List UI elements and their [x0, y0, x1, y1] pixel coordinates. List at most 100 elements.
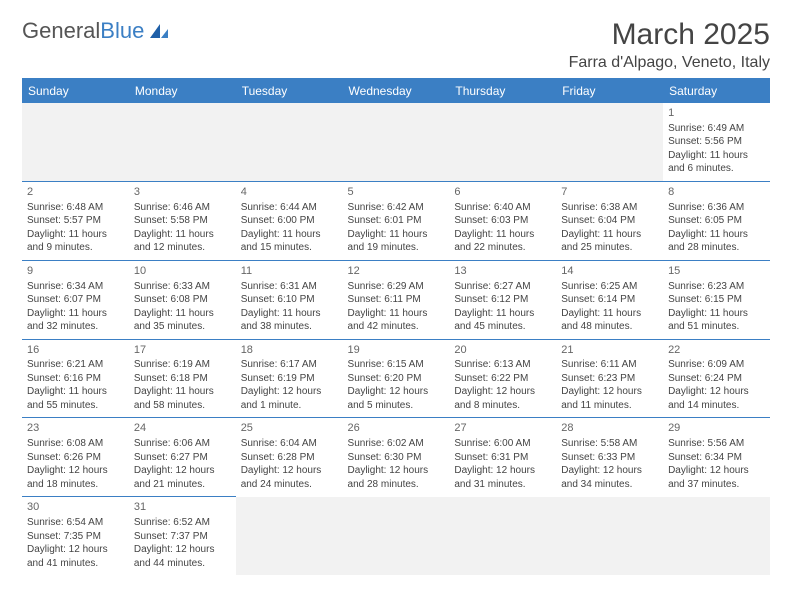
- calendar-day: 5Sunrise: 6:42 AMSunset: 6:01 PMDaylight…: [343, 181, 450, 260]
- day-number: 25: [241, 421, 338, 436]
- day-header: Wednesday: [343, 79, 450, 103]
- daylight-text: Daylight: 12 hours and 37 minutes.: [668, 464, 765, 491]
- sunset-text: Sunset: 5:58 PM: [134, 214, 231, 228]
- sunrise-text: Sunrise: 6:09 AM: [668, 358, 765, 372]
- daylight-text: Daylight: 11 hours and 28 minutes.: [668, 228, 765, 255]
- sunset-text: Sunset: 7:35 PM: [27, 530, 124, 544]
- calendar-day: 11Sunrise: 6:31 AMSunset: 6:10 PMDayligh…: [236, 260, 343, 339]
- day-header: Monday: [129, 79, 236, 103]
- calendar-day-empty: [556, 103, 663, 181]
- sunrise-text: Sunrise: 5:56 AM: [668, 437, 765, 451]
- daylight-text: Daylight: 12 hours and 28 minutes.: [348, 464, 445, 491]
- day-number: 9: [27, 264, 124, 279]
- calendar-day: 6Sunrise: 6:40 AMSunset: 6:03 PMDaylight…: [449, 181, 556, 260]
- day-number: 29: [668, 421, 765, 436]
- day-header: Saturday: [663, 79, 770, 103]
- sunset-text: Sunset: 6:05 PM: [668, 214, 765, 228]
- sunrise-text: Sunrise: 6:44 AM: [241, 201, 338, 215]
- sunrise-text: Sunrise: 6:23 AM: [668, 280, 765, 294]
- sunrise-text: Sunrise: 6:27 AM: [454, 280, 551, 294]
- daylight-text: Daylight: 12 hours and 24 minutes.: [241, 464, 338, 491]
- calendar-day: 13Sunrise: 6:27 AMSunset: 6:12 PMDayligh…: [449, 260, 556, 339]
- sunset-text: Sunset: 6:01 PM: [348, 214, 445, 228]
- daylight-text: Daylight: 12 hours and 5 minutes.: [348, 385, 445, 412]
- calendar-day: 22Sunrise: 6:09 AMSunset: 6:24 PMDayligh…: [663, 339, 770, 418]
- day-number: 31: [134, 500, 231, 515]
- sunrise-text: Sunrise: 6:02 AM: [348, 437, 445, 451]
- day-number: 8: [668, 185, 765, 200]
- sunset-text: Sunset: 6:07 PM: [27, 293, 124, 307]
- sunrise-text: Sunrise: 6:17 AM: [241, 358, 338, 372]
- sunrise-text: Sunrise: 6:48 AM: [27, 201, 124, 215]
- sunrise-text: Sunrise: 6:11 AM: [561, 358, 658, 372]
- daylight-text: Daylight: 12 hours and 44 minutes.: [134, 543, 231, 570]
- sunset-text: Sunset: 6:28 PM: [241, 451, 338, 465]
- calendar-day: 23Sunrise: 6:08 AMSunset: 6:26 PMDayligh…: [22, 418, 129, 497]
- sunset-text: Sunset: 6:16 PM: [27, 372, 124, 386]
- daylight-text: Daylight: 12 hours and 8 minutes.: [454, 385, 551, 412]
- day-number: 12: [348, 264, 445, 279]
- sunset-text: Sunset: 6:34 PM: [668, 451, 765, 465]
- day-number: 3: [134, 185, 231, 200]
- sunrise-text: Sunrise: 6:15 AM: [348, 358, 445, 372]
- day-number: 28: [561, 421, 658, 436]
- daylight-text: Daylight: 12 hours and 21 minutes.: [134, 464, 231, 491]
- calendar-day: 8Sunrise: 6:36 AMSunset: 6:05 PMDaylight…: [663, 181, 770, 260]
- calendar-day: 9Sunrise: 6:34 AMSunset: 6:07 PMDaylight…: [22, 260, 129, 339]
- sunset-text: Sunset: 6:08 PM: [134, 293, 231, 307]
- day-number: 11: [241, 264, 338, 279]
- calendar-day: 20Sunrise: 6:13 AMSunset: 6:22 PMDayligh…: [449, 339, 556, 418]
- day-number: 21: [561, 343, 658, 358]
- sunrise-text: Sunrise: 6:52 AM: [134, 516, 231, 530]
- calendar-day-empty: [449, 103, 556, 181]
- calendar-day: 1Sunrise: 6:49 AMSunset: 5:56 PMDaylight…: [663, 103, 770, 181]
- sunrise-text: Sunrise: 6:21 AM: [27, 358, 124, 372]
- sunrise-text: Sunrise: 6:36 AM: [668, 201, 765, 215]
- calendar-head: SundayMondayTuesdayWednesdayThursdayFrid…: [22, 79, 770, 103]
- calendar-day: 28Sunrise: 5:58 AMSunset: 6:33 PMDayligh…: [556, 418, 663, 497]
- day-header: Thursday: [449, 79, 556, 103]
- daylight-text: Daylight: 11 hours and 51 minutes.: [668, 307, 765, 334]
- sunset-text: Sunset: 6:00 PM: [241, 214, 338, 228]
- day-number: 19: [348, 343, 445, 358]
- calendar-day: 7Sunrise: 6:38 AMSunset: 6:04 PMDaylight…: [556, 181, 663, 260]
- daylight-text: Daylight: 12 hours and 34 minutes.: [561, 464, 658, 491]
- sunrise-text: Sunrise: 6:29 AM: [348, 280, 445, 294]
- day-number: 2: [27, 185, 124, 200]
- calendar-day: 16Sunrise: 6:21 AMSunset: 6:16 PMDayligh…: [22, 339, 129, 418]
- brand-logo: GeneralBlue: [22, 18, 170, 44]
- brand-part1: General: [22, 18, 100, 44]
- sunset-text: Sunset: 6:27 PM: [134, 451, 231, 465]
- daylight-text: Daylight: 11 hours and 6 minutes.: [668, 149, 765, 176]
- day-number: 20: [454, 343, 551, 358]
- sunrise-text: Sunrise: 6:40 AM: [454, 201, 551, 215]
- sunset-text: Sunset: 7:37 PM: [134, 530, 231, 544]
- calendar-day-empty: [343, 103, 450, 181]
- sunrise-text: Sunrise: 6:25 AM: [561, 280, 658, 294]
- brand-part2: Blue: [100, 18, 144, 44]
- sunset-text: Sunset: 6:24 PM: [668, 372, 765, 386]
- sunset-text: Sunset: 6:22 PM: [454, 372, 551, 386]
- calendar-day: 19Sunrise: 6:15 AMSunset: 6:20 PMDayligh…: [343, 339, 450, 418]
- day-number: 5: [348, 185, 445, 200]
- daylight-text: Daylight: 11 hours and 35 minutes.: [134, 307, 231, 334]
- day-number: 22: [668, 343, 765, 358]
- sunrise-text: Sunrise: 6:34 AM: [27, 280, 124, 294]
- day-number: 7: [561, 185, 658, 200]
- calendar-day-empty: [449, 497, 556, 575]
- sunset-text: Sunset: 6:31 PM: [454, 451, 551, 465]
- day-number: 1: [668, 106, 765, 121]
- calendar-day: 17Sunrise: 6:19 AMSunset: 6:18 PMDayligh…: [129, 339, 236, 418]
- sunset-text: Sunset: 5:56 PM: [668, 135, 765, 149]
- daylight-text: Daylight: 11 hours and 55 minutes.: [27, 385, 124, 412]
- sunset-text: Sunset: 6:23 PM: [561, 372, 658, 386]
- calendar-week: 2Sunrise: 6:48 AMSunset: 5:57 PMDaylight…: [22, 181, 770, 260]
- day-number: 13: [454, 264, 551, 279]
- sunrise-text: Sunrise: 6:04 AM: [241, 437, 338, 451]
- day-header-row: SundayMondayTuesdayWednesdayThursdayFrid…: [22, 79, 770, 103]
- calendar-body: 1Sunrise: 6:49 AMSunset: 5:56 PMDaylight…: [22, 103, 770, 575]
- day-number: 4: [241, 185, 338, 200]
- calendar-day: 12Sunrise: 6:29 AMSunset: 6:11 PMDayligh…: [343, 260, 450, 339]
- daylight-text: Daylight: 11 hours and 15 minutes.: [241, 228, 338, 255]
- sunset-text: Sunset: 6:20 PM: [348, 372, 445, 386]
